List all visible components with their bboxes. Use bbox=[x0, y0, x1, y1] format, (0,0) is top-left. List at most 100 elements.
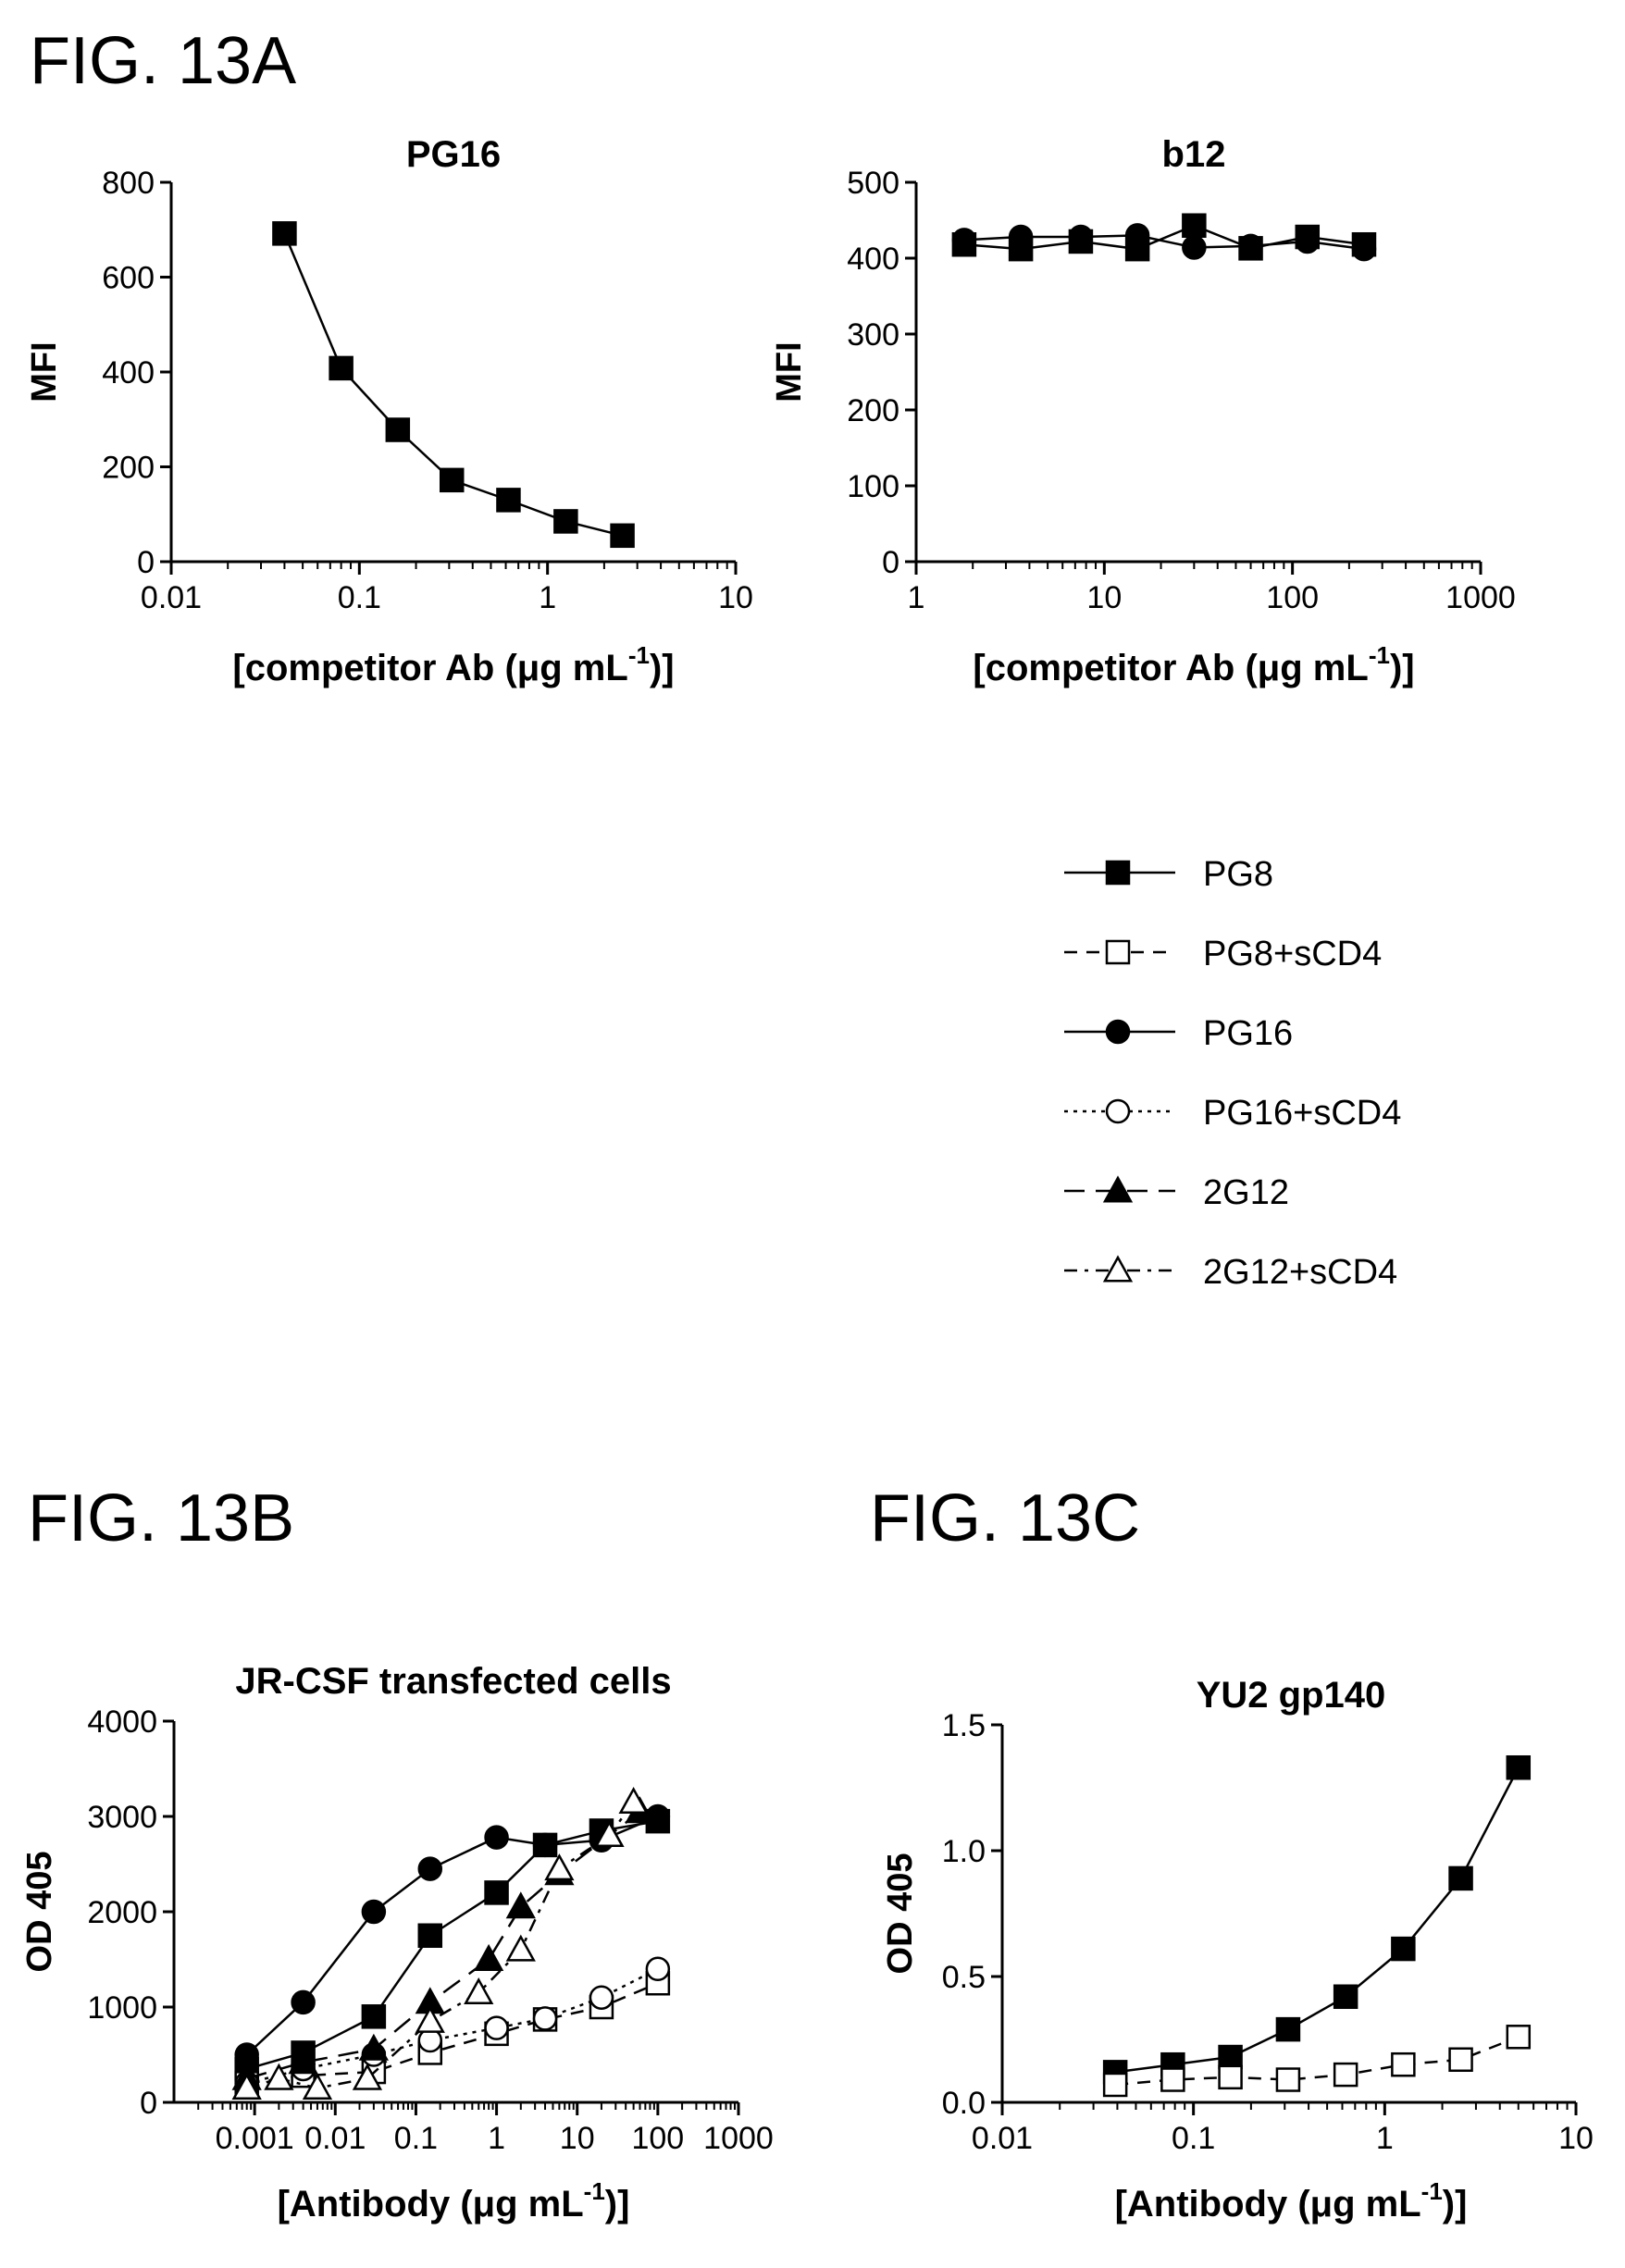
data-point bbox=[484, 1880, 509, 1905]
y-tick-label: 2000 bbox=[87, 1895, 157, 1930]
x-axis-label-sup: -1 bbox=[584, 2177, 605, 2205]
y-tick-label: 0 bbox=[882, 545, 899, 580]
data-point bbox=[352, 2063, 383, 2090]
data-point bbox=[1448, 1865, 1473, 1891]
data-point bbox=[544, 1853, 575, 1881]
legend-item-1: PG8+sCD4 bbox=[1064, 935, 1382, 973]
figure-label-13c: FIG. 13C bbox=[870, 1481, 1141, 1555]
x-tick-label: 1 bbox=[539, 580, 556, 615]
data-point bbox=[329, 355, 354, 381]
x-axis-label-end: )] bbox=[1390, 648, 1415, 688]
data-point bbox=[1008, 224, 1034, 250]
x-tick-label: 0.1 bbox=[1172, 2121, 1215, 2156]
data-point bbox=[1218, 2064, 1243, 2090]
y-tick-label: 100 bbox=[847, 469, 899, 504]
x-axis-label-sup: -1 bbox=[628, 641, 650, 669]
y-tick-label: 0.5 bbox=[942, 1960, 986, 1995]
data-point bbox=[532, 2006, 558, 2031]
legend-item-5: 2G12+sCD4 bbox=[1064, 1253, 1397, 1292]
series-2 bbox=[234, 1803, 671, 2067]
x-tick-label: 0.1 bbox=[338, 580, 381, 615]
legend-marker bbox=[1105, 939, 1131, 965]
legend-marker bbox=[1105, 1019, 1131, 1045]
data-point bbox=[1102, 2072, 1128, 2098]
data-point bbox=[464, 1977, 494, 2004]
data-point bbox=[484, 1825, 509, 1850]
data-point bbox=[594, 1820, 625, 1848]
x-tick-label: 100 bbox=[631, 2121, 684, 2156]
data-point bbox=[505, 1934, 536, 1962]
data-point bbox=[264, 2063, 294, 2090]
x-tick-label: 10 bbox=[560, 2121, 595, 2156]
y-tick-label: 400 bbox=[847, 242, 899, 277]
data-point bbox=[1275, 2067, 1301, 2092]
legend-label: PG8 bbox=[1203, 855, 1273, 894]
x-tick-label: 0.001 bbox=[216, 2121, 294, 2156]
y-tick-label: 200 bbox=[847, 393, 899, 428]
data-point bbox=[417, 1923, 443, 1948]
figure-label-13b: FIG. 13B bbox=[28, 1481, 295, 1555]
data-point bbox=[484, 2015, 509, 2040]
data-point bbox=[1160, 2067, 1185, 2092]
y-tick-label: 0.0 bbox=[942, 2086, 986, 2121]
x-axis-label: [competitor Ab (μg mL-1)] bbox=[973, 641, 1414, 688]
data-point bbox=[272, 221, 297, 246]
x-tick-label: 1 bbox=[1376, 2121, 1394, 2156]
x-tick-label: 0.01 bbox=[972, 2121, 1033, 2156]
y-axis-label: OD 405 bbox=[20, 1852, 59, 1973]
y-tick-label: 1000 bbox=[87, 1990, 157, 2026]
data-point bbox=[1506, 1754, 1532, 1780]
data-point bbox=[1333, 1984, 1358, 2010]
y-tick-label: 500 bbox=[847, 166, 899, 201]
x-tick-label: 10 bbox=[1558, 2121, 1594, 2156]
data-point bbox=[361, 1899, 387, 1925]
data-point bbox=[231, 2072, 262, 2100]
x-axis-label-sup: -1 bbox=[1421, 2177, 1443, 2205]
legend-label: 2G12+sCD4 bbox=[1203, 1253, 1397, 1292]
y-tick-label: 800 bbox=[102, 166, 155, 201]
x-tick-label: 0.01 bbox=[141, 580, 202, 615]
legend-item-2: PG16 bbox=[1064, 1014, 1293, 1053]
x-tick-label: 1000 bbox=[703, 2121, 774, 2156]
data-point bbox=[385, 417, 411, 442]
series-line bbox=[246, 1810, 641, 2080]
series-line bbox=[246, 1801, 635, 2089]
data-point bbox=[1182, 235, 1207, 260]
legend-label: PG8+sCD4 bbox=[1203, 935, 1382, 973]
data-point bbox=[1333, 2062, 1358, 2088]
y-tick-label: 300 bbox=[847, 317, 899, 353]
legend-item-4: 2G12 bbox=[1064, 1173, 1289, 1212]
x-axis-label-end: )] bbox=[1443, 2184, 1468, 2225]
series-line bbox=[246, 1967, 659, 2085]
data-point bbox=[415, 2005, 445, 2033]
chart-title: JR-CSF transfected cells bbox=[235, 1661, 671, 1702]
x-tick-label: 1000 bbox=[1445, 580, 1516, 615]
x-axis-label-end: )] bbox=[650, 648, 675, 688]
y-tick-label: 3000 bbox=[87, 1800, 157, 1835]
series-1 bbox=[951, 223, 1377, 262]
chart-title: PG16 bbox=[406, 134, 501, 175]
data-point bbox=[618, 1786, 649, 1814]
chart-title: b12 bbox=[1162, 134, 1226, 175]
legend-marker bbox=[1105, 860, 1131, 886]
x-tick-label: 100 bbox=[1266, 580, 1319, 615]
data-point bbox=[1448, 2047, 1473, 2073]
data-point bbox=[358, 2033, 389, 2061]
y-axis-label: MFI bbox=[770, 341, 809, 402]
data-point bbox=[589, 1985, 614, 2010]
data-point bbox=[645, 1956, 671, 1982]
y-axis-label: MFI bbox=[25, 341, 64, 402]
x-axis-label-main: [Antibody (μg mL bbox=[1115, 2184, 1421, 2225]
data-point bbox=[1295, 229, 1321, 254]
x-tick-label: 10 bbox=[718, 580, 753, 615]
x-axis-label-end: )] bbox=[605, 2184, 630, 2225]
data-point bbox=[610, 523, 635, 549]
y-tick-label: 400 bbox=[102, 355, 155, 390]
data-point bbox=[1391, 1936, 1416, 1962]
data-point bbox=[361, 2004, 387, 2029]
y-tick-label: 1.0 bbox=[942, 1834, 986, 1869]
legend-marker bbox=[1105, 1098, 1131, 1124]
